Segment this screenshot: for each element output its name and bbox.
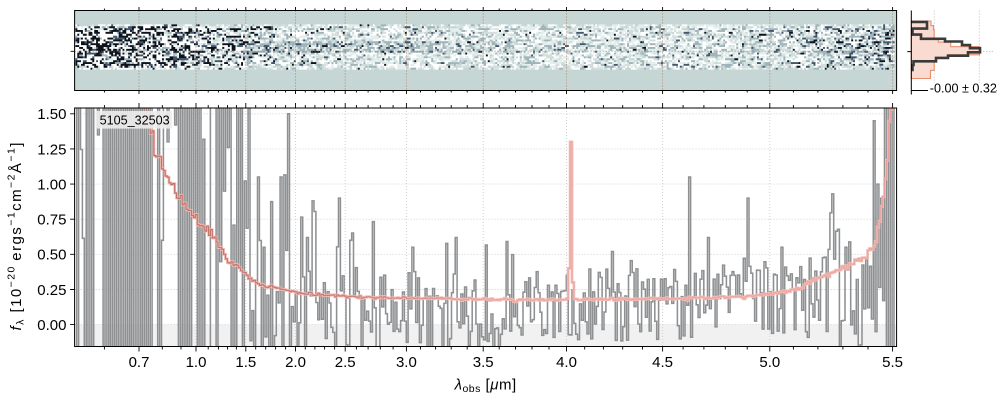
svg-text:0.50: 0.50	[37, 247, 66, 264]
svg-text:4.0: 4.0	[556, 354, 577, 371]
svg-text:2.5: 2.5	[335, 354, 356, 371]
svg-text:1.0: 1.0	[186, 354, 207, 371]
svg-text:0.7: 0.7	[129, 354, 150, 371]
svg-text:-0.00 ± 0.32: -0.00 ± 0.32	[930, 82, 997, 96]
svg-text:3.0: 3.0	[396, 354, 417, 371]
svg-text:0.25: 0.25	[37, 282, 66, 299]
svg-text:λobs [μm]: λobs [μm]	[454, 376, 517, 395]
svg-text:1.50: 1.50	[37, 106, 66, 123]
svg-text:1.5: 1.5	[235, 354, 256, 371]
svg-text:fλ [10−20 ergs−1cm−2Å−1]: fλ [10−20 ergs−1cm−2Å−1]	[5, 141, 26, 330]
svg-text:3.5: 3.5	[473, 354, 494, 371]
svg-text:2.0: 2.0	[285, 354, 306, 371]
svg-text:5.0: 5.0	[759, 354, 780, 371]
svg-text:5105_32503: 5105_32503	[100, 114, 170, 128]
svg-text:1.00: 1.00	[37, 177, 66, 194]
svg-text:1.25: 1.25	[37, 141, 66, 158]
svg-text:0.00: 0.00	[37, 317, 66, 334]
svg-text:0.75: 0.75	[37, 212, 66, 229]
svg-text:5.5: 5.5	[882, 354, 903, 371]
svg-text:4.5: 4.5	[652, 354, 673, 371]
